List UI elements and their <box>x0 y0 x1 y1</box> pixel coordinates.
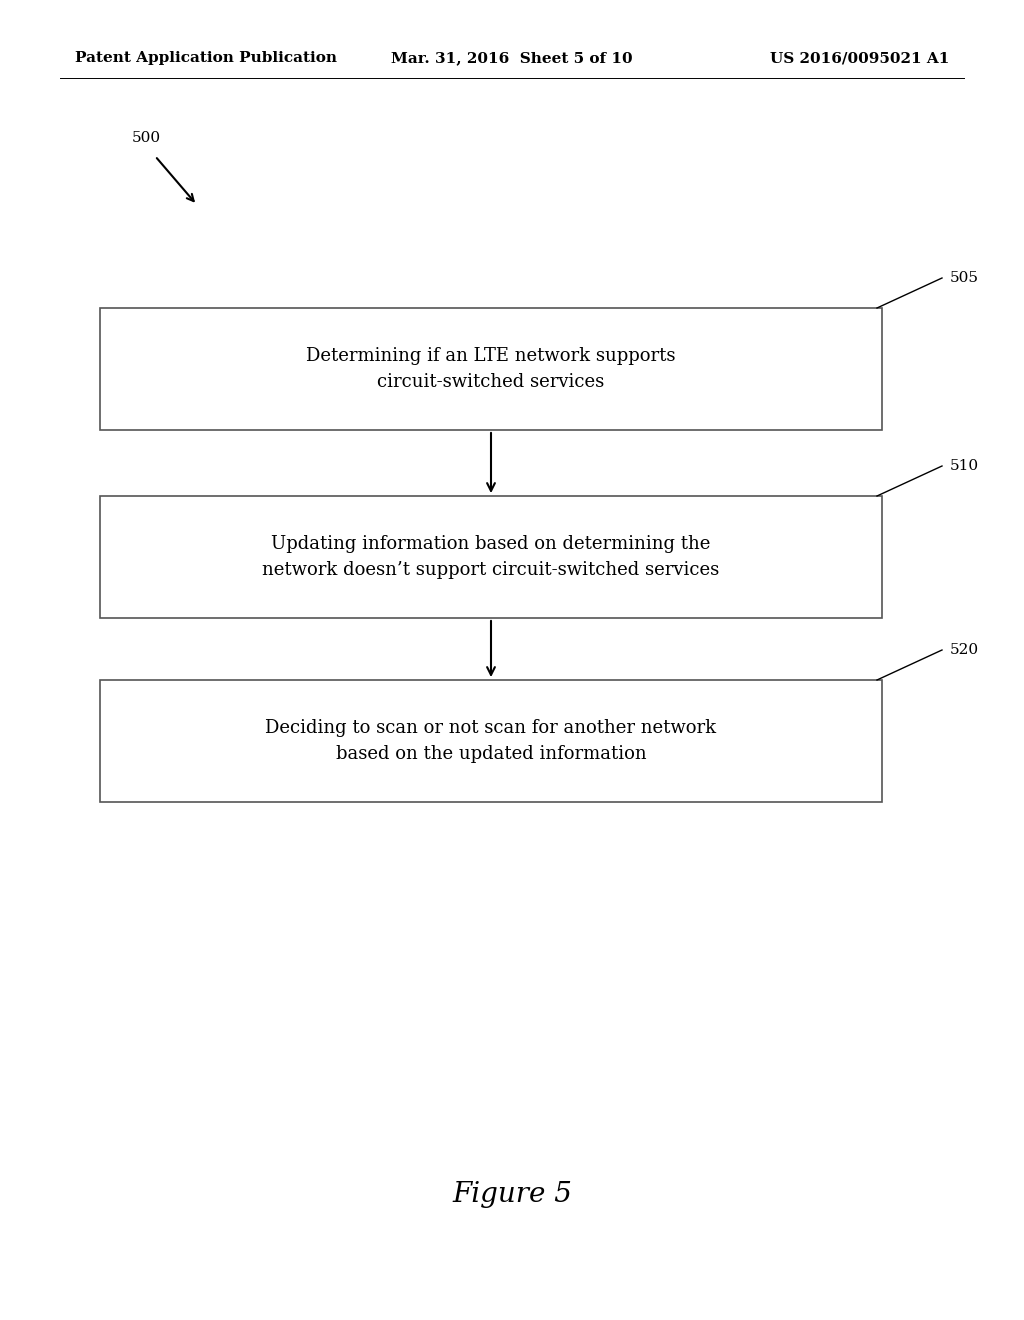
Text: Updating information based on determining the: Updating information based on determinin… <box>271 535 711 553</box>
Text: Determining if an LTE network supports: Determining if an LTE network supports <box>306 347 676 366</box>
Text: network doesn’t support circuit-switched services: network doesn’t support circuit-switched… <box>262 561 720 579</box>
Bar <box>100 680 882 803</box>
Bar <box>100 496 882 618</box>
Text: 505: 505 <box>950 271 979 285</box>
Text: 510: 510 <box>950 459 979 473</box>
Text: Figure 5: Figure 5 <box>452 1181 572 1209</box>
Text: Patent Application Publication: Patent Application Publication <box>75 51 337 65</box>
Text: based on the updated information: based on the updated information <box>336 744 646 763</box>
Text: Deciding to scan or not scan for another network: Deciding to scan or not scan for another… <box>265 719 717 737</box>
Text: 500: 500 <box>132 131 161 145</box>
Text: circuit-switched services: circuit-switched services <box>378 374 604 391</box>
Text: Mar. 31, 2016  Sheet 5 of 10: Mar. 31, 2016 Sheet 5 of 10 <box>391 51 633 65</box>
Text: 520: 520 <box>950 643 979 657</box>
Bar <box>100 308 882 430</box>
Text: US 2016/0095021 A1: US 2016/0095021 A1 <box>770 51 949 65</box>
